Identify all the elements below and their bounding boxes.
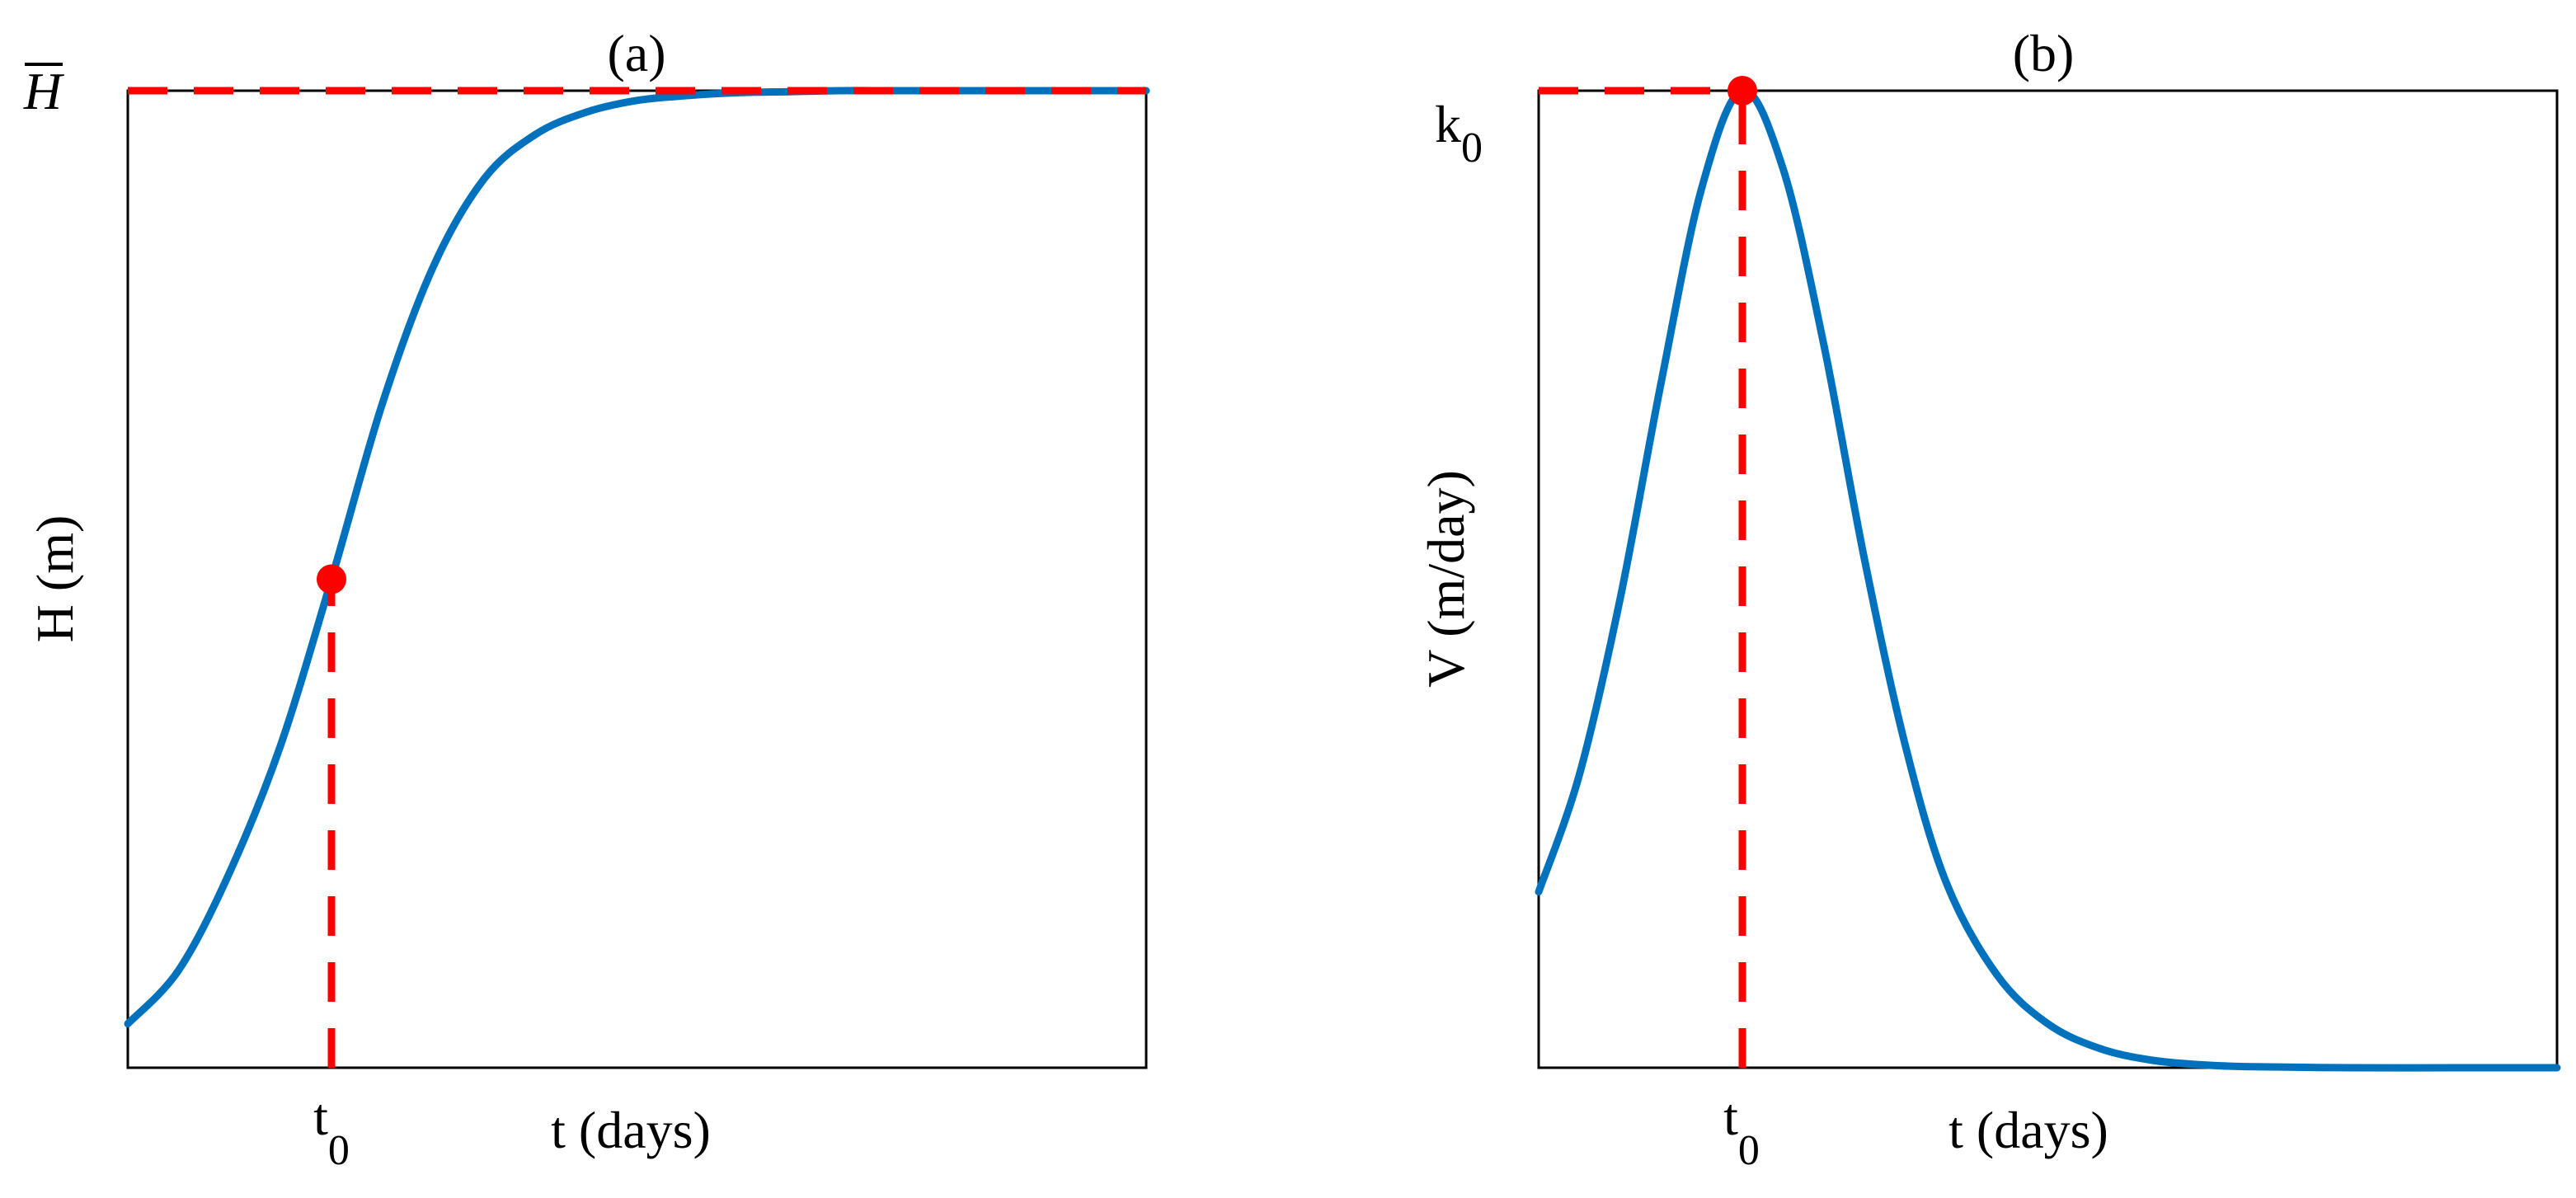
panel-b-y-tick-base: k — [1435, 95, 1461, 153]
panel-b-x-axis-label: t (days) — [1948, 1101, 2108, 1159]
panel-b-y-axis-label: V (m/day) — [1417, 470, 1475, 688]
panel-b-series-line-0 — [1535, 87, 2561, 1072]
panel-b-axes-box — [1537, 89, 2559, 1069]
panel-a-x-tick-sub: 0 — [328, 1127, 350, 1174]
panel-a-y-tick-label: H — [23, 62, 65, 120]
panel-a-y-tick-text: H — [23, 62, 65, 120]
panel-a-title: (a) — [607, 24, 665, 82]
panel-b-y-tick-label: k0 — [1435, 95, 1483, 171]
panel-a-marker-point-0 — [317, 564, 346, 594]
panel-a-x-tick-label: t0 — [313, 1088, 350, 1174]
panel-b: (b) k0 t0 t (days) V (m/day) — [1417, 24, 2561, 1174]
panel-a-plot-area — [124, 87, 1150, 1068]
panel-b-x-tick-base: t — [1723, 1088, 1738, 1146]
panel-a-x-axis-label: t (days) — [551, 1101, 711, 1159]
panel-b-title: (b) — [2013, 24, 2075, 82]
panel-b-y-tick-sub: 0 — [1461, 124, 1483, 171]
panel-a-series-line-0 — [124, 87, 1150, 1028]
panel-b-marker-point-0 — [1728, 76, 1757, 106]
panel-a: (a) H t0 t (days) H (m) — [23, 24, 1150, 1174]
panel-b-plot-area — [1535, 76, 2561, 1072]
panel-a-axes-box — [126, 89, 1148, 1069]
panel-a-x-tick-base: t — [313, 1088, 328, 1146]
panel-a-y-axis-label: H (m) — [26, 515, 84, 643]
panel-b-x-tick-sub: 0 — [1738, 1127, 1760, 1174]
panel-b-x-tick-label: t0 — [1723, 1088, 1760, 1174]
